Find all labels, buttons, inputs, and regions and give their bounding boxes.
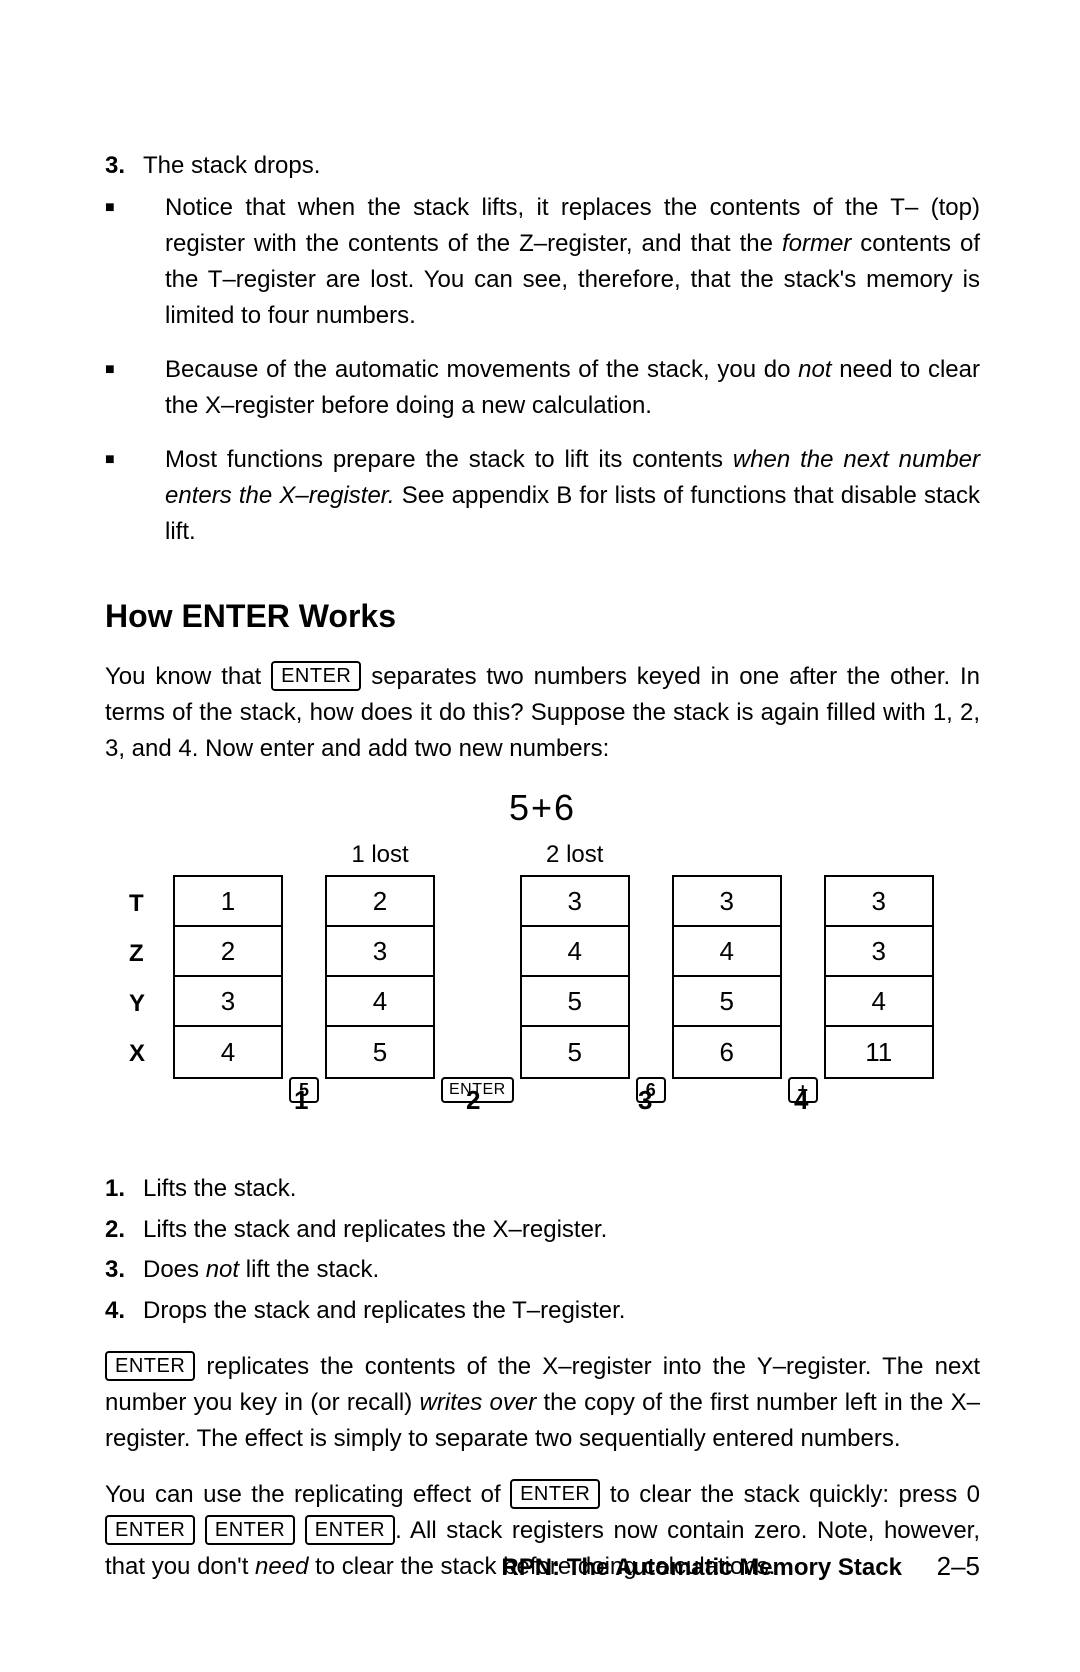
enter-keycap: ENTER xyxy=(105,1351,195,1381)
stack-cell: 3 xyxy=(327,927,433,977)
stack-cell: 3 xyxy=(674,877,780,927)
diagram-step-number: 3 xyxy=(638,1085,652,1116)
square-bullet-icon: ■ xyxy=(105,442,165,550)
step-item: 1.Lifts the stack. xyxy=(105,1173,980,1205)
enter-keycap: ENTER xyxy=(510,1479,600,1509)
stack-cell: 4 xyxy=(826,977,932,1027)
op-column: ENTER xyxy=(435,875,520,1115)
stack-cell: 4 xyxy=(327,977,433,1027)
stack-column: 2 lost3455 xyxy=(520,835,630,1079)
stack-box: 3455 xyxy=(520,875,630,1079)
footer-title: RPN: The Automatic Memory Stack xyxy=(501,1554,902,1581)
stack-cell: 3 xyxy=(826,877,932,927)
step-item: 3.Does not lift the stack. xyxy=(105,1254,980,1286)
stack-diagram: TZYX 123451 lost2345ENTER2 lost345563456… xyxy=(105,835,980,1155)
top-list-item-3: 3. The stack drops. xyxy=(105,150,980,182)
register-label: Y xyxy=(129,979,145,1029)
stack-box: 1234 xyxy=(173,875,283,1079)
page-content: 3. The stack drops. ■Notice that when th… xyxy=(0,0,1080,1665)
stack-box: 33411 xyxy=(824,875,934,1079)
register-label: X xyxy=(129,1029,145,1079)
step-item: 2.Lifts the stack and replicates the X–r… xyxy=(105,1214,980,1246)
stack-cell: 5 xyxy=(674,977,780,1027)
stack-cell: 2 xyxy=(175,927,281,977)
stack-cell: 3 xyxy=(826,927,932,977)
diagram-step-number: 2 xyxy=(466,1085,480,1116)
bullet-list: ■Notice that when the stack lifts, it re… xyxy=(105,190,980,550)
text: The stack drops. xyxy=(143,150,320,182)
register-label: T xyxy=(129,879,145,929)
stack-cell: 4 xyxy=(175,1027,281,1077)
stack-cell: 1 xyxy=(175,877,281,927)
section-heading: How ENTER Works xyxy=(105,598,980,635)
bullet-item: ■Most functions prepare the stack to lif… xyxy=(105,442,980,550)
enter-keycap: ENTER xyxy=(305,1515,395,1545)
enter-keycap: ENTER xyxy=(105,1515,195,1545)
enter-keycap: ENTER xyxy=(271,661,361,691)
diagram-step-number: 4 xyxy=(794,1085,808,1116)
stack-box: 2345 xyxy=(325,875,435,1079)
stack-cell: 4 xyxy=(522,927,628,977)
stack-cell: 5 xyxy=(522,1027,628,1077)
intro-paragraph: You know that ENTER separates two number… xyxy=(105,659,980,767)
stack-cell: 6 xyxy=(674,1027,780,1077)
stack-column: 33411 xyxy=(824,835,934,1079)
step-list: 1.Lifts the stack. 2.Lifts the stack and … xyxy=(105,1173,980,1327)
stack-cell: 5 xyxy=(327,1027,433,1077)
stacks-row: 123451 lost2345ENTER2 lost345563456+3341… xyxy=(173,835,934,1115)
bullet-item: ■Notice that when the stack lifts, it re… xyxy=(105,190,980,334)
enter-explain-para: ENTER replicates the contents of the X–r… xyxy=(105,1349,980,1457)
diagram-step-number: 1 xyxy=(294,1085,308,1116)
page-footer: RPN: The Automatic Memory Stack 2–5 xyxy=(501,1551,980,1582)
square-bullet-icon: ■ xyxy=(105,352,165,424)
square-bullet-icon: ■ xyxy=(105,190,165,334)
expression: 5+6 xyxy=(105,787,980,829)
footer-page-number: 2–5 xyxy=(937,1551,980,1581)
lost-label: 1 lost xyxy=(351,835,408,875)
lost-label: 2 lost xyxy=(546,835,603,875)
stack-column: 1 lost2345 xyxy=(325,835,435,1079)
register-labels: TZYX xyxy=(129,879,145,1079)
stack-cell: 11 xyxy=(826,1027,932,1077)
stack-cell: 5 xyxy=(522,977,628,1027)
stack-box: 3456 xyxy=(672,875,782,1079)
stack-cell: 3 xyxy=(175,977,281,1027)
stack-cell: 2 xyxy=(327,877,433,927)
step-item: 4.Drops the stack and replicates the T–r… xyxy=(105,1295,980,1327)
op-column: + xyxy=(782,875,824,1115)
ordinal: 3. xyxy=(105,150,143,182)
register-label: Z xyxy=(129,929,145,979)
bullet-item: ■Because of the automatic movements of t… xyxy=(105,352,980,424)
stack-column: 3456 xyxy=(672,835,782,1079)
stack-cell: 3 xyxy=(522,877,628,927)
op-column: 5 xyxy=(283,875,325,1115)
enter-keycap: ENTER xyxy=(205,1515,295,1545)
stack-cell: 4 xyxy=(674,927,780,977)
op-column: 6 xyxy=(630,875,672,1115)
stack-column: 1234 xyxy=(173,835,283,1079)
